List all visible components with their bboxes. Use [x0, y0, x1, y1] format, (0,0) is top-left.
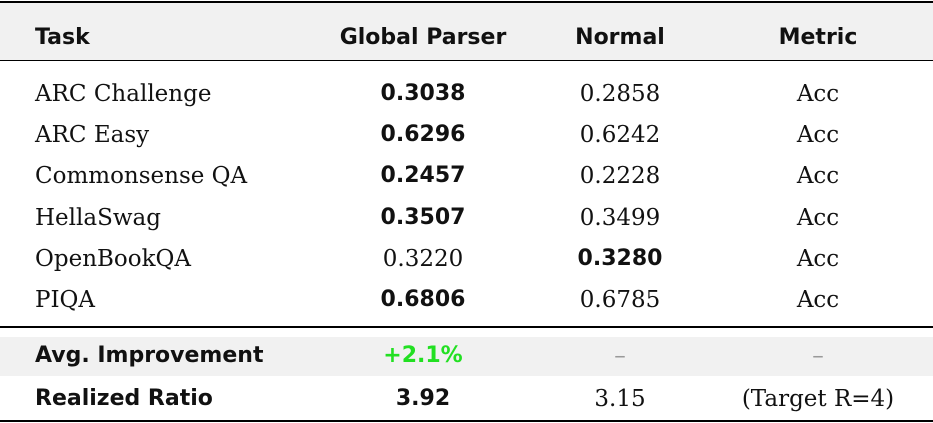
table-cell: 0.2457: [380, 163, 466, 189]
column-header: Global Parser: [339, 25, 507, 50]
header-rule: [0, 60, 933, 61]
task-name: HellaSwag: [35, 204, 161, 231]
task-name: OpenBookQA: [35, 245, 192, 272]
table-cell: 0.2228: [579, 163, 661, 190]
summary-cell: –: [614, 343, 626, 369]
table-cell: Acc: [796, 245, 840, 272]
summary-label: Avg. Improvement: [35, 343, 264, 368]
table-cell: Acc: [796, 287, 840, 313]
task-name: ARC Challenge: [35, 81, 212, 107]
task-name: ARC Easy: [35, 122, 150, 149]
summary-cell: –: [812, 343, 824, 369]
summary-band: [0, 337, 933, 376]
table-cell: Acc: [796, 81, 840, 107]
table-cell: Acc: [796, 163, 840, 190]
summary-cell: 3.15: [594, 386, 646, 412]
column-header: Metric: [778, 25, 858, 50]
table-cell: Acc: [796, 122, 840, 149]
task-name: Commonsense QA: [35, 163, 248, 190]
table-cell: 0.6296: [380, 122, 466, 148]
task-name: PIQA: [35, 287, 96, 313]
bottom-rule: [0, 420, 933, 422]
table-cell: 0.3220: [382, 245, 464, 272]
column-header: Task: [35, 25, 90, 50]
table-cell: Acc: [796, 204, 840, 231]
table-cell: 0.3499: [579, 204, 661, 231]
mid-rule: [0, 326, 933, 328]
table-cell: 0.6242: [579, 122, 661, 149]
column-header: Normal: [575, 25, 665, 50]
summary-label: Realized Ratio: [35, 386, 213, 411]
summary-cell: (Target R=4): [741, 386, 895, 412]
summary-cell: 3.92: [395, 386, 451, 411]
table-cell: 0.3280: [577, 245, 663, 271]
table-cell: 0.2858: [579, 81, 661, 107]
table-cell: 0.6806: [380, 287, 466, 312]
table-cell: 0.3038: [380, 81, 466, 106]
summary-cell: +2.1%: [383, 343, 463, 368]
header-band: [0, 3, 933, 60]
table-cell: 0.3507: [380, 204, 466, 230]
top-rule: [0, 1, 933, 3]
table-cell: 0.6785: [579, 287, 661, 313]
